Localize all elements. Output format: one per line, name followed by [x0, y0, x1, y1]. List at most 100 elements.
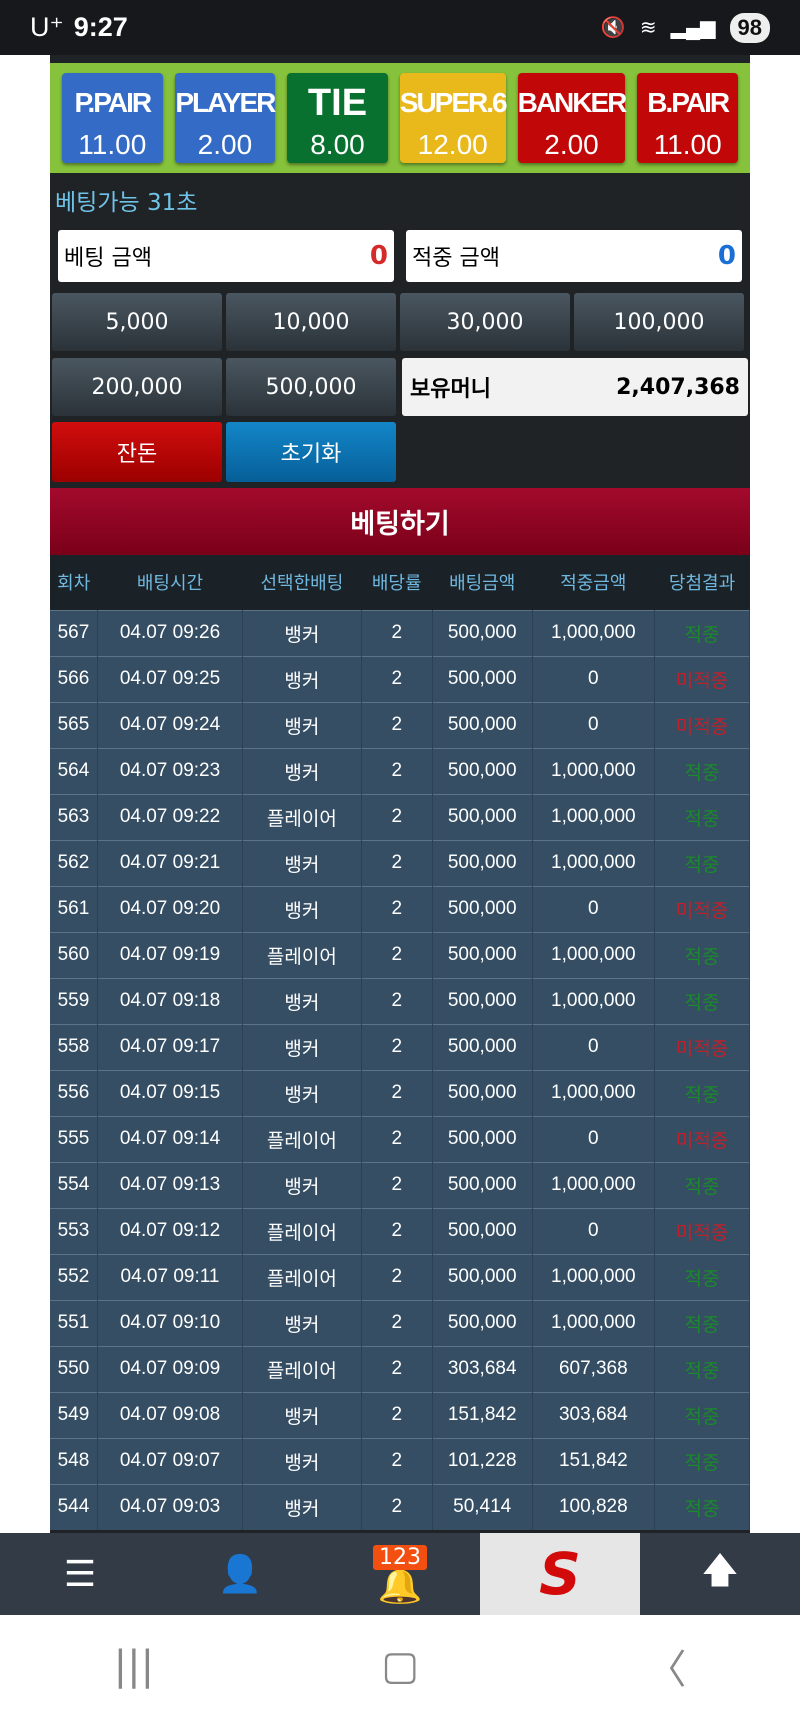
table-cell: 1,000,000 [532, 931, 656, 978]
bet-option-banker[interactable]: BANKER 2.00 [517, 73, 627, 163]
table-cell: 2 [361, 655, 433, 702]
chip-200000[interactable]: 200,000 [52, 358, 222, 416]
chip-100000[interactable]: 100,000 [574, 293, 744, 351]
table-cell: 2 [361, 747, 433, 794]
table-cell: 552 [50, 1253, 98, 1300]
table-cell: 500,000 [432, 1161, 533, 1208]
table-row: 563 04.07 09:22 플레이어 2 500,000 1,000,000 적중 [50, 793, 750, 840]
bet-name: B.PAIR [647, 87, 730, 118]
table-cell: 559 [50, 977, 98, 1024]
table-cell: 04.07 09:22 [97, 793, 244, 840]
table-cell: 2 [361, 1069, 433, 1116]
bet-name: PLAYER [175, 87, 276, 118]
bet-option-super-6[interactable]: SUPER.6 12.00 [399, 73, 508, 163]
table-cell: 100,828 [532, 1483, 656, 1530]
table-cell: 562 [50, 839, 98, 886]
table-cell: 04.07 09:14 [97, 1115, 244, 1162]
chip-500000[interactable]: 500,000 [226, 358, 396, 416]
bet-odds: 8.00 [310, 129, 365, 160]
signal-icon: ▂▄▆ [670, 17, 716, 39]
table-cell: 556 [50, 1069, 98, 1116]
table-cell: 04.07 09:11 [97, 1253, 244, 1300]
bet-option-player[interactable]: PLAYER 2.00 [174, 73, 276, 163]
table-cell: 뱅커 [242, 747, 362, 794]
reset-button[interactable]: 초기화 [226, 422, 396, 482]
table-cell: 0 [532, 1115, 656, 1162]
table-cell: 500,000 [432, 1299, 533, 1346]
table-cell: 500,000 [432, 931, 533, 978]
table-cell: 500,000 [432, 655, 533, 702]
table-cell: 558 [50, 1023, 98, 1070]
notification-button[interactable]: 123 🔔 [320, 1533, 480, 1615]
table-cell: 607,368 [532, 1345, 656, 1392]
back-icon[interactable]: 〈 [646, 1646, 687, 1693]
table-cell: 1,000,000 [532, 1161, 656, 1208]
table-cell: 553 [50, 1207, 98, 1254]
scroll-top-icon[interactable]: 🡅 [701, 1549, 739, 1591]
notification-badge: 123 [373, 1545, 427, 1570]
table-cell: 적중 [654, 747, 750, 794]
table-cell: 뱅커 [242, 609, 362, 656]
place-bet-button[interactable]: 베팅하기 [50, 488, 750, 555]
table-cell: 0 [532, 655, 656, 702]
bet-option-tie[interactable]: TIE 8.00 [287, 73, 388, 163]
table-cell: 2 [361, 1391, 433, 1438]
table-cell: 04.07 09:23 [97, 747, 244, 794]
table-cell: 0 [532, 1023, 656, 1070]
column-header: 적중금액 [532, 555, 655, 610]
table-cell: 1,000,000 [532, 977, 656, 1024]
table-cell: 04.07 09:25 [97, 655, 244, 702]
table-cell: 플레이어 [242, 1115, 362, 1162]
logo-button[interactable]: S [480, 1533, 640, 1615]
table-cell: 04.07 09:21 [97, 839, 244, 886]
table-cell: 151,842 [432, 1391, 533, 1438]
table-cell: 2 [361, 701, 433, 748]
battery: 98 [729, 12, 770, 43]
recents-icon[interactable]: ||| [113, 1642, 155, 1689]
holding-label: 보유머니 [410, 377, 491, 402]
table-cell: 2 [361, 885, 433, 932]
bet-amount-box: 베팅 금액 0 [58, 230, 394, 282]
system-nav: ||| ▢ 〈 [0, 1615, 800, 1716]
table-row: 550 04.07 09:09 플레이어 2 303,684 607,368 적중 [50, 1345, 750, 1392]
user-icon[interactable]: 👤 [217, 1554, 263, 1595]
bet-amount-label: 베팅 금액 [64, 246, 152, 271]
table-cell: 04.07 09:03 [97, 1483, 244, 1530]
column-header: 회차 [50, 555, 98, 610]
bet-option-p-pair[interactable]: P.PAIR 11.00 [62, 73, 163, 163]
table-cell: 2 [361, 1483, 433, 1530]
bet-odds: 2.00 [197, 129, 253, 160]
chip-10000[interactable]: 10,000 [226, 293, 396, 351]
table-cell: 미적중 [654, 1115, 750, 1162]
table-cell: 1,000,000 [532, 1299, 656, 1346]
table-row: 556 04.07 09:15 뱅커 2 500,000 1,000,000 적중 [50, 1069, 750, 1116]
bet-odds: 11.00 [653, 129, 722, 160]
table-cell: 544 [50, 1483, 98, 1530]
table-cell: 04.07 09:20 [97, 885, 244, 932]
table-row: 561 04.07 09:20 뱅커 2 500,000 0 미적중 [50, 885, 750, 932]
table-cell: 500,000 [432, 793, 533, 840]
table-cell: 04.07 09:17 [97, 1023, 244, 1070]
table-cell: 0 [532, 885, 656, 932]
logo-s: S [539, 1540, 581, 1608]
table-cell: 500,000 [432, 977, 533, 1024]
home-icon[interactable]: ▢ [381, 1642, 420, 1689]
table-cell: 101,228 [432, 1437, 533, 1484]
table-cell: 303,684 [532, 1391, 656, 1438]
table-cell: 04.07 09:12 [97, 1207, 244, 1254]
menu-icon[interactable]: ☰ [63, 1553, 97, 1595]
chip-30000[interactable]: 30,000 [400, 293, 570, 351]
table-cell: 뱅커 [242, 701, 362, 748]
chip-5000[interactable]: 5,000 [52, 293, 222, 351]
table-cell: 플레이어 [242, 1207, 362, 1254]
bet-odds: 11.00 [78, 129, 147, 160]
change-button[interactable]: 잔돈 [52, 422, 222, 482]
table-cell: 04.07 09:13 [97, 1161, 244, 1208]
table-cell: 04.07 09:15 [97, 1069, 244, 1116]
table-cell: 미적중 [654, 1023, 750, 1070]
bet-option-b-pair[interactable]: B.PAIR 11.00 [637, 73, 738, 163]
table-cell: 04.07 09:07 [97, 1437, 244, 1484]
table-cell: 미적중 [654, 655, 750, 702]
table-cell: 500,000 [432, 701, 533, 748]
table-cell: 적중 [654, 1161, 750, 1208]
